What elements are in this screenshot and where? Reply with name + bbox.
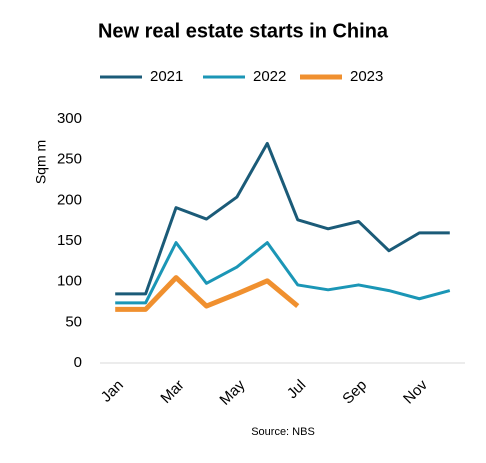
y-tick-label: 100: [57, 273, 82, 290]
legend-label: 2023: [350, 68, 383, 85]
source: Source: NBS: [251, 426, 315, 438]
y-tick-label: 200: [57, 191, 82, 208]
series-line: [115, 275, 300, 312]
legend-label: 2022: [253, 68, 286, 85]
series-line: [115, 141, 450, 296]
series-line: [115, 241, 451, 305]
y-tick-label: 300: [57, 110, 82, 127]
y-tick-label: 50: [65, 313, 82, 330]
legend-label: 2021: [150, 68, 183, 85]
y-tick-label: 250: [57, 151, 82, 168]
y-tick-label: 0: [74, 354, 82, 371]
chart-title: New real estate starts in China: [98, 20, 389, 42]
y-axis-label: Sqm m: [33, 140, 49, 184]
y-tick-label: 150: [57, 232, 82, 249]
